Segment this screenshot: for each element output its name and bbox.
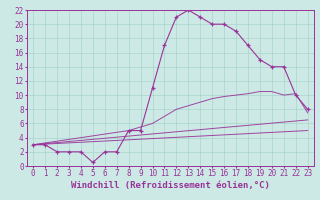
X-axis label: Windchill (Refroidissement éolien,°C): Windchill (Refroidissement éolien,°C) (71, 181, 270, 190)
